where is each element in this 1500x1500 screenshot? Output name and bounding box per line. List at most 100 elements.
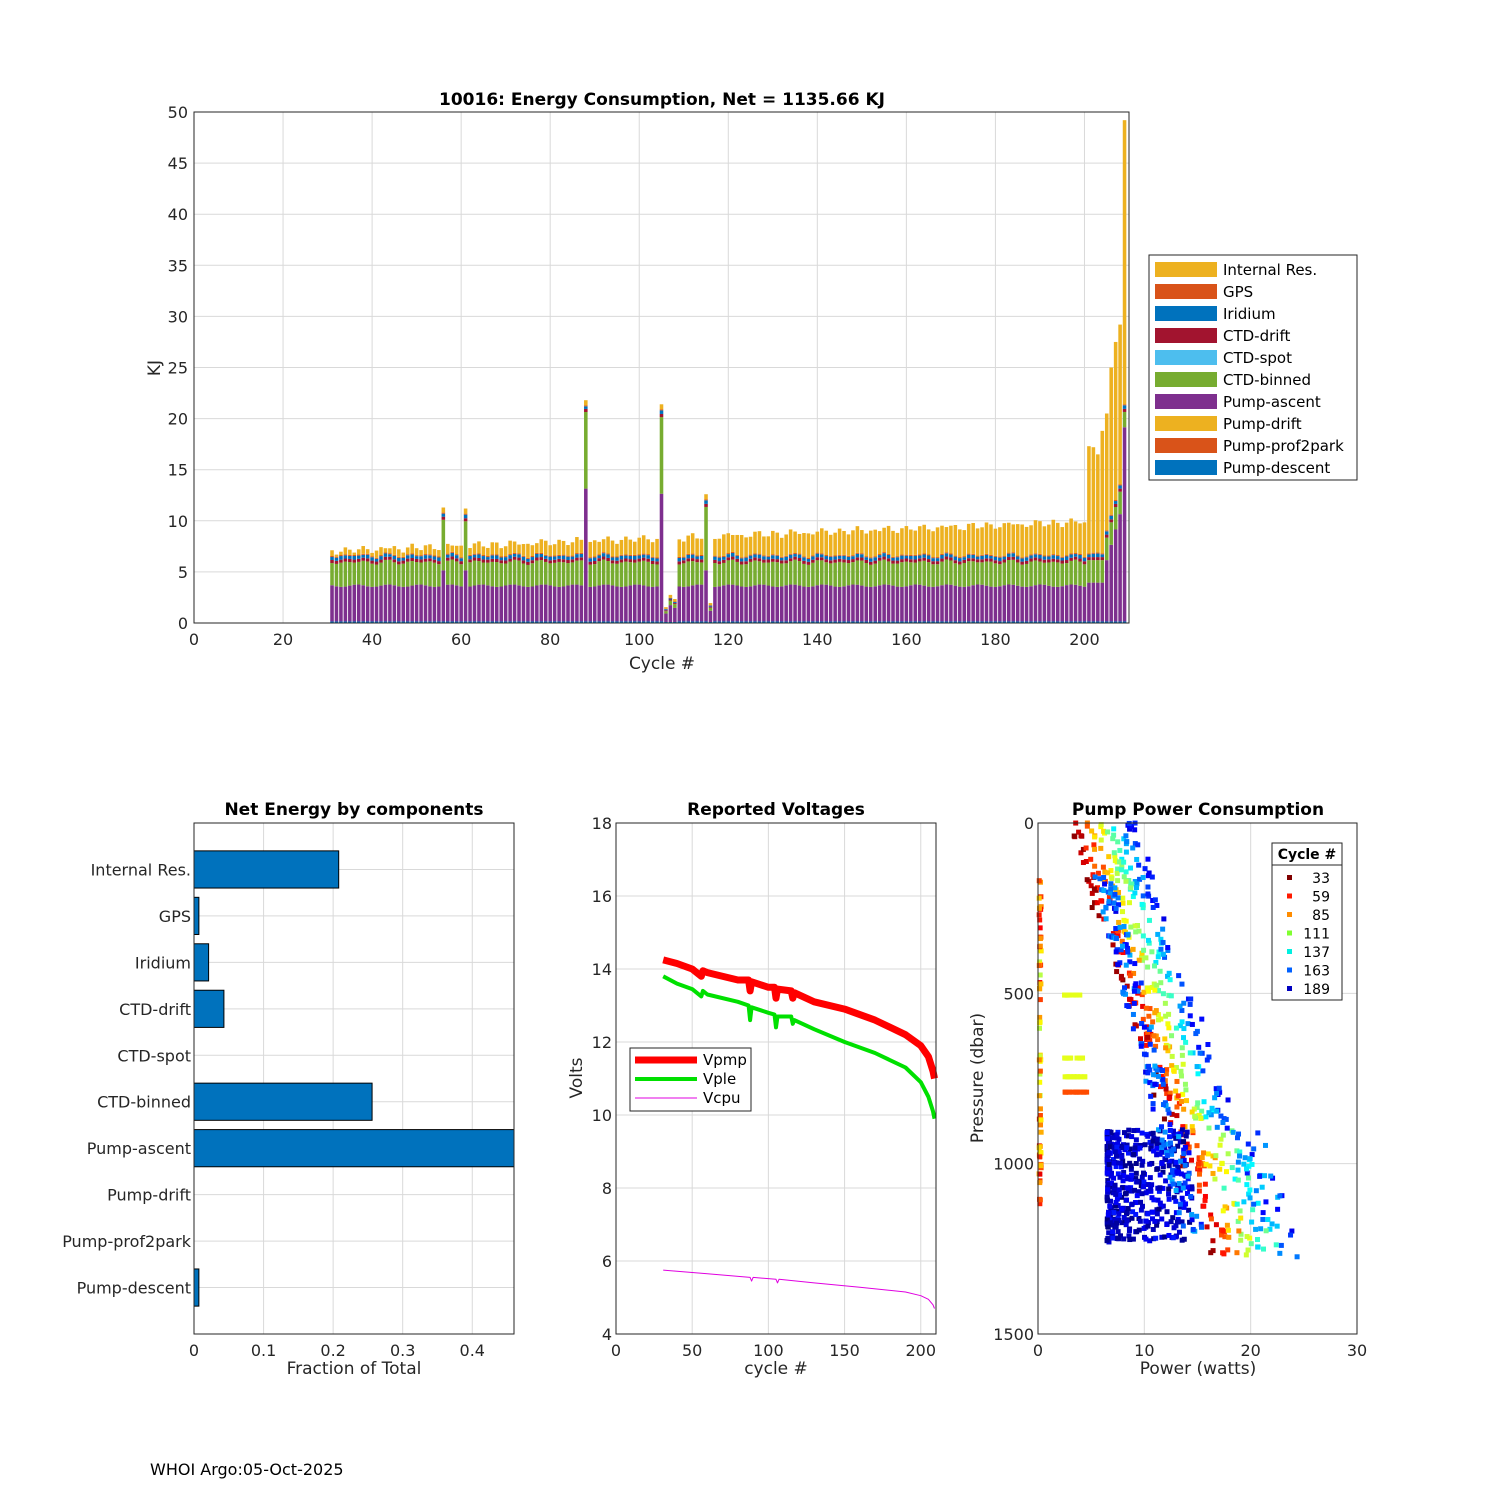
bar-segment-iridium bbox=[797, 554, 802, 558]
scatter-point bbox=[1203, 1114, 1209, 1120]
scatter-point bbox=[1120, 909, 1126, 915]
bar-segment-pump-ascent bbox=[1024, 586, 1029, 622]
bar-segment-internal-res bbox=[450, 545, 455, 552]
volt-x-tick-label: 50 bbox=[682, 1341, 702, 1360]
bar-segment-pump-ascent bbox=[926, 586, 931, 622]
bar-segment-pump-ascent bbox=[891, 585, 895, 622]
bar-segment-ctd-binned bbox=[891, 563, 895, 586]
bar-segment-pump-descent bbox=[771, 621, 775, 623]
volt-x-tick-label: 0 bbox=[611, 1341, 621, 1360]
scatter-point bbox=[1174, 1113, 1180, 1119]
bar-segment-iridium bbox=[481, 556, 486, 560]
bar-segment-ctd-drift bbox=[686, 558, 690, 562]
bar-segment-ctd-drift bbox=[820, 557, 824, 561]
bar-segment-ctd-drift bbox=[846, 560, 851, 564]
bar-segment-ctd-drift bbox=[779, 560, 784, 564]
bar-segment-gps bbox=[811, 555, 815, 557]
bar-segment-ctd-binned bbox=[681, 563, 686, 587]
bar-segment-internal-res bbox=[864, 533, 869, 557]
bar-segment-ctd-drift bbox=[454, 558, 459, 562]
scatter-point bbox=[1037, 997, 1043, 1003]
scatter-point bbox=[1253, 1226, 1259, 1232]
bar-segment-iridium bbox=[775, 555, 780, 560]
bar-segment-pump-descent bbox=[552, 621, 557, 623]
bar-segment-internal-res bbox=[1007, 522, 1011, 553]
scatter-point bbox=[1089, 905, 1095, 911]
volt-legend-label-vcpu: Vcpu bbox=[703, 1089, 741, 1107]
scatter-point bbox=[1138, 1043, 1144, 1049]
scatter-point bbox=[1123, 962, 1129, 968]
bar-segment-pump-descent bbox=[833, 621, 837, 623]
scatter-point bbox=[1234, 1148, 1240, 1154]
scatter-point bbox=[1038, 1150, 1044, 1156]
hbar-bars bbox=[193, 850, 515, 1307]
scatter-point bbox=[1104, 1216, 1110, 1222]
bar-segment-iridium bbox=[1104, 531, 1109, 535]
scatter-point bbox=[1162, 1036, 1168, 1042]
bar-segment-iridium bbox=[370, 557, 374, 561]
scatter-point bbox=[1169, 1148, 1175, 1154]
bar-segment-ctd-drift bbox=[811, 559, 815, 563]
bar-segment-gps bbox=[330, 556, 334, 558]
bar-segment-gps bbox=[343, 554, 348, 556]
scatter-point bbox=[1071, 1074, 1077, 1080]
bar-segment-ctd-binned bbox=[419, 562, 423, 585]
bar-segment-gps bbox=[633, 554, 637, 556]
top-chart-title: 10016: Energy Consumption, Net = 1135.66… bbox=[439, 90, 885, 110]
scatter-point bbox=[1181, 1130, 1187, 1136]
bar-segment-internal-res bbox=[775, 532, 780, 555]
bar-segment-pump-ascent bbox=[949, 584, 953, 622]
scatter-point bbox=[1184, 1141, 1190, 1147]
scatter-point bbox=[1232, 1176, 1238, 1182]
scatter-point bbox=[1168, 1143, 1174, 1149]
bar-segment-pump-descent bbox=[673, 621, 677, 623]
bar-segment-ctd-drift bbox=[650, 560, 655, 564]
bar-segment-ctd-binned bbox=[846, 563, 851, 586]
bar-segment-ctd-drift bbox=[1024, 560, 1029, 564]
scatter-point bbox=[1173, 1025, 1179, 1031]
scatter-point bbox=[1166, 1196, 1172, 1202]
scatter-point bbox=[1220, 1120, 1226, 1126]
scatter-point bbox=[1225, 1227, 1231, 1233]
bar-segment-gps bbox=[552, 555, 557, 557]
bar-segment-pump-ascent bbox=[802, 586, 806, 622]
bar-segment-pump-descent bbox=[664, 621, 668, 623]
bar-segment-ctd-binned bbox=[659, 417, 664, 494]
bar-segment-iridium bbox=[588, 558, 593, 562]
bar-segment-ctd-binned bbox=[1087, 560, 1091, 583]
bar-segment-pump-descent bbox=[454, 621, 459, 623]
top-axes-box bbox=[193, 111, 1130, 624]
volt-line-vcpu bbox=[663, 1269, 935, 1309]
legend-swatch-gps bbox=[1155, 284, 1217, 299]
bar-segment-gps bbox=[624, 554, 628, 556]
bar-segment-ctd-binned bbox=[646, 561, 650, 587]
bar-segment-pump-descent bbox=[548, 621, 552, 623]
hbar-bar bbox=[193, 943, 210, 982]
scatter-point bbox=[1206, 1054, 1212, 1060]
bar-segment-pump-descent bbox=[1029, 621, 1033, 623]
scatter-point bbox=[1106, 1209, 1112, 1215]
bar-segment-ctd-drift bbox=[1051, 558, 1056, 562]
scatter-point bbox=[1063, 1089, 1069, 1095]
scatter-point bbox=[1124, 839, 1130, 845]
bar-segment-gps bbox=[926, 554, 931, 556]
bar-segment-internal-res bbox=[423, 545, 428, 555]
bar-segment-ctd-binned bbox=[877, 560, 882, 586]
scatter-point bbox=[1189, 1217, 1195, 1223]
top-y-tick-label: 50 bbox=[168, 103, 188, 122]
bar-segment-ctd-binned bbox=[477, 561, 481, 585]
scatter-point bbox=[1145, 856, 1151, 862]
scatter-point bbox=[1084, 823, 1090, 829]
bar-segment-iridium bbox=[1055, 556, 1060, 560]
bar-segment-iridium bbox=[757, 554, 762, 559]
scatter-point bbox=[1196, 1188, 1202, 1194]
bar-segment-internal-res bbox=[744, 537, 748, 557]
bar-segment-ctd-binned bbox=[552, 562, 557, 587]
scatter-point bbox=[1173, 1135, 1179, 1141]
bar-segment-ctd-binned bbox=[423, 561, 428, 586]
scatter-point bbox=[1110, 1156, 1116, 1162]
bar-segment-ctd-binned bbox=[499, 563, 503, 587]
bar-segment-ctd-drift bbox=[824, 559, 829, 563]
scatter-point bbox=[1124, 1176, 1130, 1182]
scatter-point bbox=[1180, 1223, 1186, 1229]
